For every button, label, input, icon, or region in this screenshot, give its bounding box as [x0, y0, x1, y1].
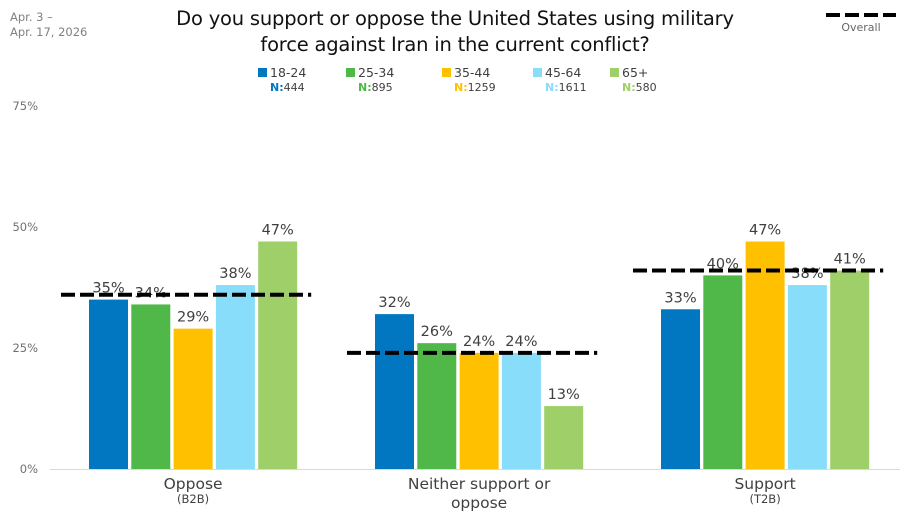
data-label: 38%: [791, 266, 823, 282]
bar-group: 35%34%29%38%47%: [61, 223, 312, 469]
data-label: 24%: [505, 334, 537, 350]
category-label: Support: [734, 475, 795, 493]
legend-sample-size: N:580: [622, 81, 657, 95]
legend-label: 45-64: [545, 65, 582, 80]
bar: [258, 241, 298, 469]
data-label: 35%: [92, 281, 124, 297]
data-label: 24%: [463, 334, 495, 350]
legend-label: 25-34: [358, 65, 395, 80]
legend-item: 18-24 N:444: [258, 66, 306, 95]
legend-label: 65+: [622, 65, 649, 80]
date-start: Apr. 3 –: [10, 10, 53, 24]
y-tick-label: 25%: [12, 341, 38, 355]
legend-swatch-icon: [258, 68, 267, 77]
overall-legend-dash-icon: [826, 13, 896, 17]
bar: [417, 343, 457, 469]
bar: [89, 299, 128, 469]
bar: [459, 352, 499, 469]
bar-group: 33% 40% 47% 38% 41%: [633, 223, 884, 469]
data-label: 41%: [834, 252, 866, 268]
legend-sample-size-value: 580: [635, 81, 657, 94]
bar: [703, 275, 743, 469]
category-label: oppose: [451, 494, 507, 512]
data-label: 38%: [219, 266, 251, 282]
legend-sample-size-value: 895: [371, 81, 393, 94]
y-tick-label: 0%: [20, 462, 38, 476]
legend-item: 45-64 N:1611: [533, 66, 587, 95]
legend-swatch-icon: [610, 68, 619, 77]
legend-sample-size-label: N:: [270, 81, 284, 94]
legend-sample-size-value: 444: [283, 81, 305, 94]
bar: [501, 352, 541, 469]
legend-sample-size-label: N:: [545, 81, 559, 94]
data-label: 32%: [378, 295, 410, 311]
chart-title-line-2: force against Iran in the current confli…: [260, 33, 650, 56]
data-label: 47%: [262, 223, 294, 239]
data-label: 26%: [421, 324, 453, 340]
legend-sample-size: N:444: [270, 81, 306, 95]
legend-sample-size: N:1259: [454, 81, 496, 95]
legend-swatch-icon: [533, 68, 542, 77]
bar: [745, 241, 785, 469]
legend-sample-size-label: N:: [358, 81, 372, 94]
y-tick-label: 50%: [12, 220, 38, 234]
data-label: 40%: [707, 256, 739, 272]
chart-legend: 18-24 N:444 25-34 N:895 35-44 N:1259 45-64 N:16…: [258, 66, 678, 96]
legend-sample-size-label: N:: [454, 81, 468, 94]
bar: [173, 328, 213, 469]
legend-item: 25-34 N:895: [346, 66, 394, 95]
legend-swatch-icon: [346, 68, 355, 77]
bar: [830, 270, 870, 469]
legend-sample-size-value: 1611: [558, 81, 587, 94]
legend-sample-size-label: N:: [622, 81, 636, 94]
date-range: Apr. 3 – Apr. 17, 2026: [10, 10, 87, 40]
legend-label: 35-44: [454, 65, 491, 80]
legend-sample-size: N:1611: [545, 81, 587, 95]
data-label: 47%: [749, 223, 781, 239]
category-sublabel: (T2B): [749, 492, 780, 506]
bar: [661, 309, 700, 469]
overall-legend: Overall: [826, 8, 896, 34]
date-end: Apr. 17, 2026: [10, 25, 88, 39]
category-label: Oppose: [164, 475, 223, 493]
bar: [787, 285, 827, 469]
legend-item: 35-44 N:1259: [442, 66, 496, 95]
bar-group: 32% 26% 24% 24% 13%: [347, 295, 598, 469]
y-tick-label: 75%: [12, 99, 38, 113]
data-label: 13%: [548, 387, 580, 403]
chart-title: Do you support or oppose the United Stat…: [100, 6, 810, 58]
bar: [544, 406, 584, 469]
legend-sample-size-value: 1259: [467, 81, 496, 94]
category-sublabel: (B2B): [177, 492, 209, 506]
legend-swatch-icon: [442, 68, 451, 77]
category-label: Neither support or: [408, 475, 551, 493]
bar: [375, 314, 414, 469]
legend-label: 18-24: [270, 65, 307, 80]
data-label: 33%: [664, 290, 696, 306]
legend-sample-size: N:895: [358, 81, 394, 95]
bar: [131, 304, 171, 469]
legend-item: 65+ N:580: [610, 66, 657, 95]
chart-title-line-1: Do you support or oppose the United Stat…: [176, 7, 734, 30]
data-label: 29%: [177, 310, 209, 326]
overall-legend-label: Overall: [841, 21, 881, 34]
bar: [215, 285, 255, 469]
